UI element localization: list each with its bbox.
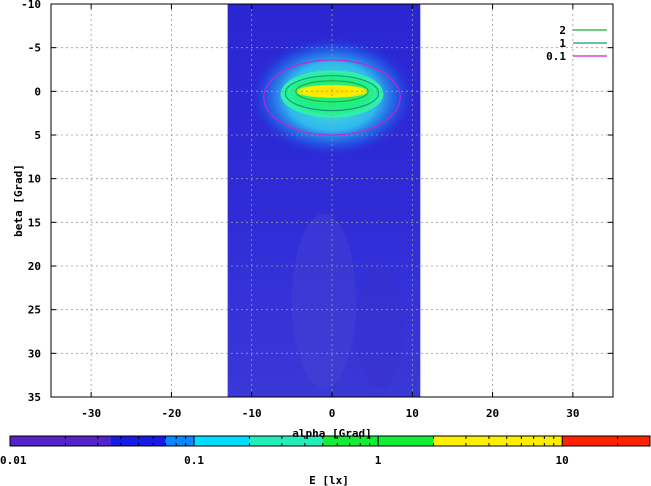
legend-label-2: 2 [559, 24, 566, 37]
legend: 210.1 [546, 24, 607, 63]
colorbar: 0.01 0.1 1 10 [0, 435, 651, 467]
colorbar-tick-label: 0.1 [184, 454, 204, 467]
x-tick-label: 10 [406, 407, 419, 420]
legend-label-1: 1 [559, 37, 566, 50]
x-tick-label: 20 [486, 407, 499, 420]
y-tick-label: -10 [21, 0, 41, 11]
lower-shading [291, 213, 357, 389]
colorbar-tick-label: 10 [556, 454, 569, 467]
colorbar-tick-label: 0.01 [0, 454, 27, 467]
contour-line-2 [295, 80, 369, 103]
lower-shading [356, 266, 405, 389]
y-tick-label: 35 [28, 391, 41, 404]
colorbar-label: E [lx] [309, 474, 349, 486]
contour-line-1 [284, 75, 380, 112]
colorbar-band [110, 436, 166, 446]
x-tick-label: -10 [242, 407, 262, 420]
y-tick-label: -5 [28, 42, 41, 55]
y-axis-label: beta [Grad] [12, 164, 25, 237]
y-tick-label: 20 [28, 260, 41, 273]
y-tick-label: 5 [34, 129, 41, 142]
heatmap-area [227, 4, 421, 397]
contour-lines [263, 59, 401, 136]
x-tick-label: 0 [329, 407, 336, 420]
colorbar-tick-label: 1 [375, 454, 382, 467]
y-tick-label: 0 [34, 85, 41, 98]
x-axis-label: alpha [Grad] [292, 427, 371, 440]
x-tick-label: -30 [81, 407, 101, 420]
x-tick-label: 30 [566, 407, 579, 420]
colorbar-band [249, 436, 323, 446]
y-tick-label: 15 [28, 216, 41, 229]
y-tick-label: 25 [28, 304, 41, 317]
colorbar-band [10, 436, 111, 446]
y-tick-label: 10 [28, 173, 41, 186]
colorbar-band [194, 436, 250, 446]
y-tick-label: 30 [28, 347, 41, 360]
legend-label-0.1: 0.1 [546, 50, 566, 63]
colorbar-band [165, 436, 195, 446]
contour-line-0.1 [263, 59, 401, 136]
x-tick-label: -20 [161, 407, 181, 420]
colorbar-band [433, 436, 563, 446]
colorbar-band [562, 436, 650, 446]
